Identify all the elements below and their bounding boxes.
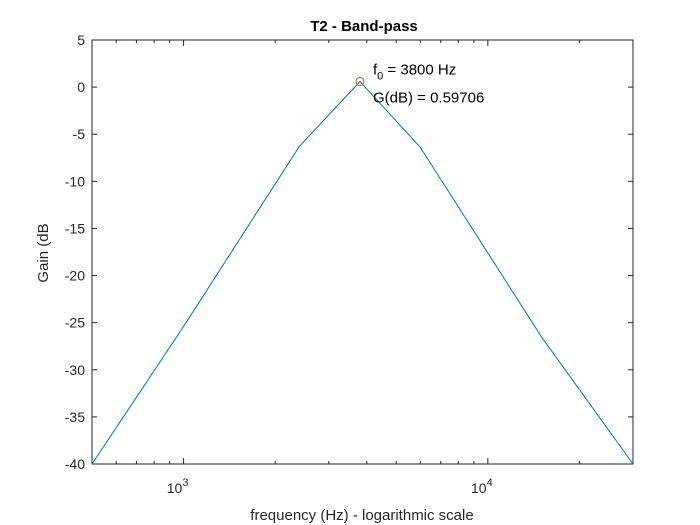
y-tick-label: 5 <box>77 32 85 48</box>
x-tick-label: 103 <box>167 477 189 496</box>
axes-box <box>91 39 634 465</box>
x-axis: 103 104 <box>91 40 634 496</box>
series-line-gain <box>91 80 634 465</box>
peak-marker <box>355 76 365 86</box>
plot-area: 5 0 -5 -10 -15 -20 -25 -30 -35 -40 103 104 f0 = 38… <box>65 32 634 496</box>
y-tick-label: -25 <box>65 315 85 331</box>
series-layer <box>91 80 634 465</box>
y-tick-label: -40 <box>65 456 85 472</box>
peak-gain-label: G(dB) = 0.59706 <box>373 89 484 106</box>
y-tick-label: -10 <box>65 173 85 189</box>
y-tick-label: 0 <box>77 79 85 95</box>
peak-frequency-label: f0 = 3800 Hz <box>373 61 456 82</box>
marker-layer: f0 = 3800 Hz G(dB) = 0.59706 <box>355 61 484 106</box>
y-tick-label: -20 <box>65 268 85 284</box>
x-axis-label: frequency (Hz) - logarithmic scale <box>250 507 473 524</box>
y-axis: 5 0 -5 -10 -15 -20 -25 -30 -35 -40 <box>65 32 633 472</box>
chart-title: T2 - Band-pass <box>310 18 418 35</box>
y-tick-label: -5 <box>73 126 86 142</box>
y-axis-label: Gain (dB <box>35 223 52 282</box>
y-tick-label: -30 <box>65 362 85 378</box>
x-tick-label: 104 <box>471 477 493 496</box>
y-tick-label: -35 <box>65 409 85 425</box>
y-tick-label: -15 <box>65 220 85 236</box>
